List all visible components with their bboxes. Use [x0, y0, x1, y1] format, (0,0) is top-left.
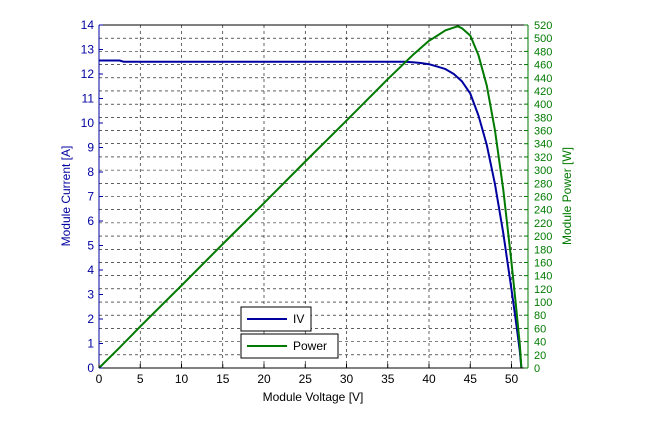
y-right-tick-label: 160	[534, 257, 552, 269]
y-right-tick-label: 280	[534, 178, 552, 190]
y-right-tick-label: 300	[534, 165, 552, 177]
y-right-tick-label: 260	[534, 192, 552, 204]
y-right-tick-label: 500	[534, 33, 552, 45]
y-right-tick-label: 400	[534, 99, 552, 111]
x-tick-label: 5	[137, 372, 144, 386]
y-left-tick-label: 1	[87, 337, 94, 351]
y-right-tick-label: 420	[534, 86, 552, 98]
y-right-tick-label: 520	[534, 20, 552, 32]
y-right-tick-label: 440	[534, 73, 552, 85]
y-axis-right-label: Module Power [W]	[560, 147, 574, 245]
y-right-tick-label: 80	[534, 310, 546, 322]
y-right-tick-label: 40	[534, 337, 546, 349]
legend-label-iv: IV	[293, 312, 304, 326]
x-tick-label: 10	[175, 372, 189, 386]
y-left-tick-label: 13	[81, 43, 95, 57]
y-right-tick-label: 480	[534, 46, 552, 58]
y-right-tick-label: 0	[534, 363, 540, 375]
y-right-tick-label: 180	[534, 244, 552, 256]
y-right-tick-label: 60	[534, 323, 546, 335]
y-right-tick-label: 120	[534, 284, 552, 296]
y-right-tick-label: 380	[534, 112, 552, 124]
y-right-tick-label: 240	[534, 205, 552, 217]
y-right-tick-label: 320	[534, 152, 552, 164]
y-left-tick-label: 9	[87, 141, 94, 155]
x-tick-label: 50	[505, 372, 519, 386]
y-left-tick-label: 14	[81, 18, 95, 32]
series-line-power	[98, 25, 523, 369]
x-tick-label: 30	[340, 372, 354, 386]
series-line-iv	[99, 59, 523, 369]
x-tick-label: 15	[216, 372, 230, 386]
axes	[98, 24, 529, 369]
y-left-tick-label: 2	[87, 312, 94, 326]
y-left-tick-label: 8	[87, 165, 94, 179]
y-left-tick-label: 10	[81, 116, 95, 130]
y-right-tick-label: 460	[534, 60, 552, 72]
x-tick-label: 40	[422, 372, 436, 386]
y-left-tick-label: 5	[87, 239, 94, 253]
y-right-tick-label: 340	[534, 139, 552, 151]
series-layer	[98, 25, 523, 369]
x-tick-label: 0	[96, 372, 103, 386]
x-axis-label: Module Voltage [V]	[263, 390, 364, 404]
tick-labels: 0 5 10 15 20 25 30 35 40 45 5001234567891011121314…	[81, 18, 553, 386]
x-tick-label: 20	[257, 372, 271, 386]
y-left-tick-label: 4	[87, 263, 94, 277]
y-right-tick-label: 100	[534, 297, 552, 309]
y-left-tick-label: 3	[87, 288, 94, 302]
y-right-tick-label: 220	[534, 218, 552, 230]
legend: IV Power	[240, 306, 339, 359]
y-right-tick-label: 140	[534, 271, 552, 283]
y-left-tick-label: 11	[82, 92, 95, 106]
y-right-tick-label: 360	[534, 126, 552, 138]
legend-label-power: Power	[293, 339, 327, 353]
y-axis-left-label: Module Current [A]	[59, 146, 73, 247]
x-tick-label: 45	[464, 372, 478, 386]
plot-background	[99, 25, 528, 368]
x-tick-label: 25	[299, 372, 313, 386]
y-left-tick-label: 0	[87, 361, 94, 375]
y-right-tick-label: 20	[534, 350, 546, 362]
y-left-tick-label: 12	[81, 67, 95, 81]
x-tick-label: 35	[381, 372, 395, 386]
y-right-tick-label: 200	[534, 231, 552, 243]
y-left-tick-label: 6	[87, 214, 94, 228]
y-left-tick-label: 7	[87, 190, 94, 204]
